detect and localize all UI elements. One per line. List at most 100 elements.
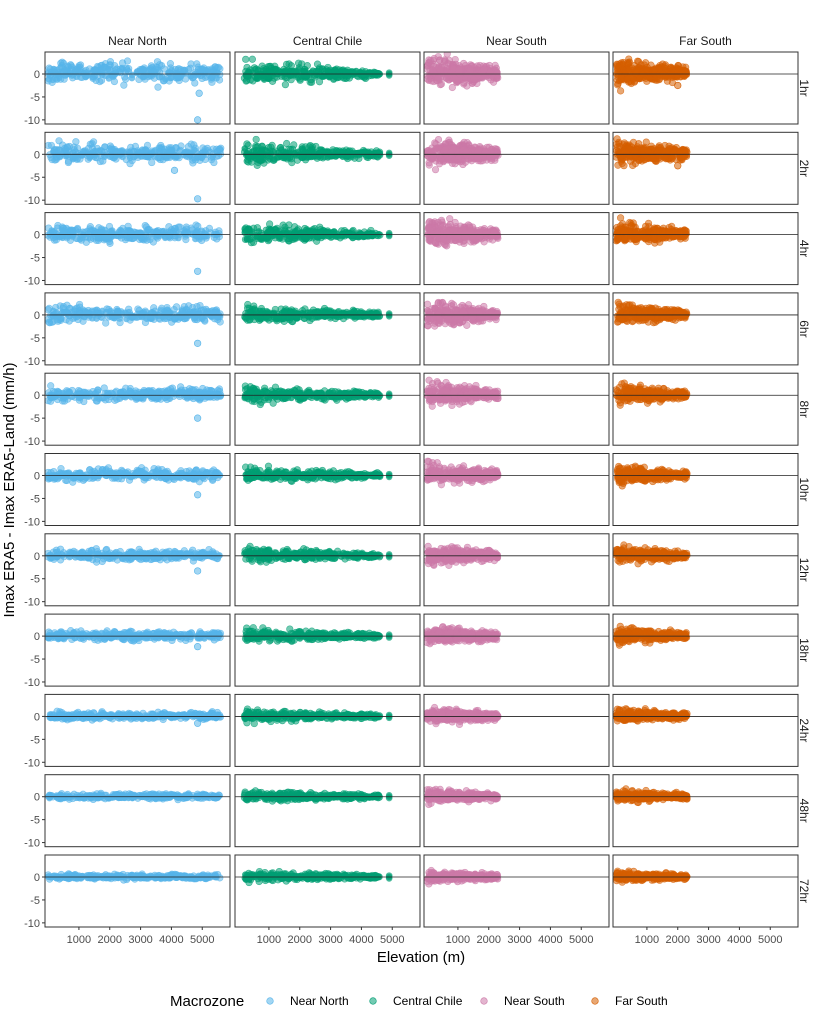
data-point — [163, 154, 171, 162]
points-group — [241, 220, 393, 247]
data-point — [311, 228, 318, 236]
data-point — [275, 314, 282, 322]
points-group — [241, 300, 393, 326]
facet-row-label: 8hr — [797, 401, 811, 418]
data-point — [625, 227, 633, 234]
data-point — [493, 151, 500, 159]
data-point — [288, 313, 296, 321]
panel-border — [423, 51, 610, 125]
data-point — [283, 139, 291, 148]
data-point — [145, 233, 152, 241]
data-point — [620, 228, 627, 236]
data-point — [190, 315, 198, 322]
panel-border — [234, 51, 421, 125]
data-point — [278, 146, 285, 153]
data-point — [307, 69, 314, 77]
data-point — [272, 65, 280, 74]
panel-border — [423, 292, 610, 366]
panel-border — [44, 131, 231, 205]
data-point — [67, 61, 75, 69]
data-point — [266, 69, 274, 76]
panel-near-south-4hr — [423, 212, 610, 286]
data-point — [643, 66, 651, 73]
data-point — [375, 230, 383, 238]
data-point — [437, 216, 446, 224]
data-point — [91, 66, 99, 74]
data-point — [75, 70, 83, 77]
data-point — [434, 53, 442, 61]
data-point — [451, 226, 458, 233]
data-point — [482, 312, 490, 320]
data-point — [305, 153, 313, 161]
data-point — [50, 236, 59, 244]
data-point — [107, 307, 114, 315]
data-point — [442, 75, 450, 82]
data-point — [323, 148, 330, 156]
data-point — [178, 314, 185, 321]
y-tick-label: -5 — [30, 172, 40, 184]
y-tick-label: 0 — [34, 230, 40, 242]
data-point — [634, 57, 642, 65]
data-point — [447, 149, 455, 157]
data-point — [360, 71, 368, 79]
data-point — [275, 227, 283, 234]
data-point — [47, 318, 56, 326]
data-point — [49, 148, 57, 155]
panel-central-chile-4hr — [234, 212, 421, 286]
data-point — [143, 315, 151, 322]
data-point — [208, 72, 216, 80]
outlier-point — [195, 89, 203, 97]
data-point — [624, 58, 632, 67]
data-point — [190, 308, 197, 315]
data-point — [360, 312, 367, 320]
data-point — [208, 309, 216, 316]
data-point — [204, 66, 212, 73]
data-point — [645, 148, 652, 156]
data-point — [616, 87, 625, 95]
data-point — [476, 310, 483, 317]
data-point — [120, 81, 128, 89]
panel-far-south-2hr — [612, 131, 799, 205]
panel-far-south-6hr — [612, 292, 799, 366]
data-point — [424, 316, 431, 323]
data-point — [452, 75, 460, 83]
data-point — [57, 315, 65, 323]
data-point — [486, 69, 494, 76]
data-point — [634, 233, 642, 241]
points-group — [45, 137, 225, 203]
data-point — [436, 76, 443, 84]
data-point — [334, 309, 342, 316]
data-point — [162, 75, 169, 83]
data-point — [285, 232, 293, 240]
y-tick-label: -10 — [24, 195, 40, 207]
data-point — [97, 76, 106, 85]
data-point — [253, 233, 260, 241]
data-point — [443, 52, 451, 58]
data-point — [473, 153, 481, 161]
data-point — [341, 310, 348, 318]
y-tick-label: -10 — [24, 115, 40, 127]
data-point — [128, 314, 136, 321]
data-point — [294, 310, 302, 318]
y-tick-label: -5 — [30, 253, 40, 265]
data-point — [172, 303, 181, 311]
data-point — [99, 307, 106, 315]
data-point — [493, 69, 501, 76]
data-point — [627, 219, 635, 227]
data-point — [647, 308, 655, 316]
data-point — [123, 315, 130, 323]
data-point — [258, 147, 265, 155]
data-point — [623, 310, 630, 318]
data-point — [58, 58, 66, 66]
data-point — [666, 310, 673, 318]
outlier-point — [194, 339, 202, 347]
panel-border — [423, 131, 610, 205]
panel-border — [423, 212, 610, 286]
data-point — [264, 228, 271, 236]
panel-near-south-6hr — [423, 292, 610, 366]
data-point — [242, 55, 250, 63]
data-point — [55, 137, 63, 145]
data-point — [659, 227, 667, 235]
data-point — [462, 229, 470, 237]
data-point — [292, 227, 299, 235]
